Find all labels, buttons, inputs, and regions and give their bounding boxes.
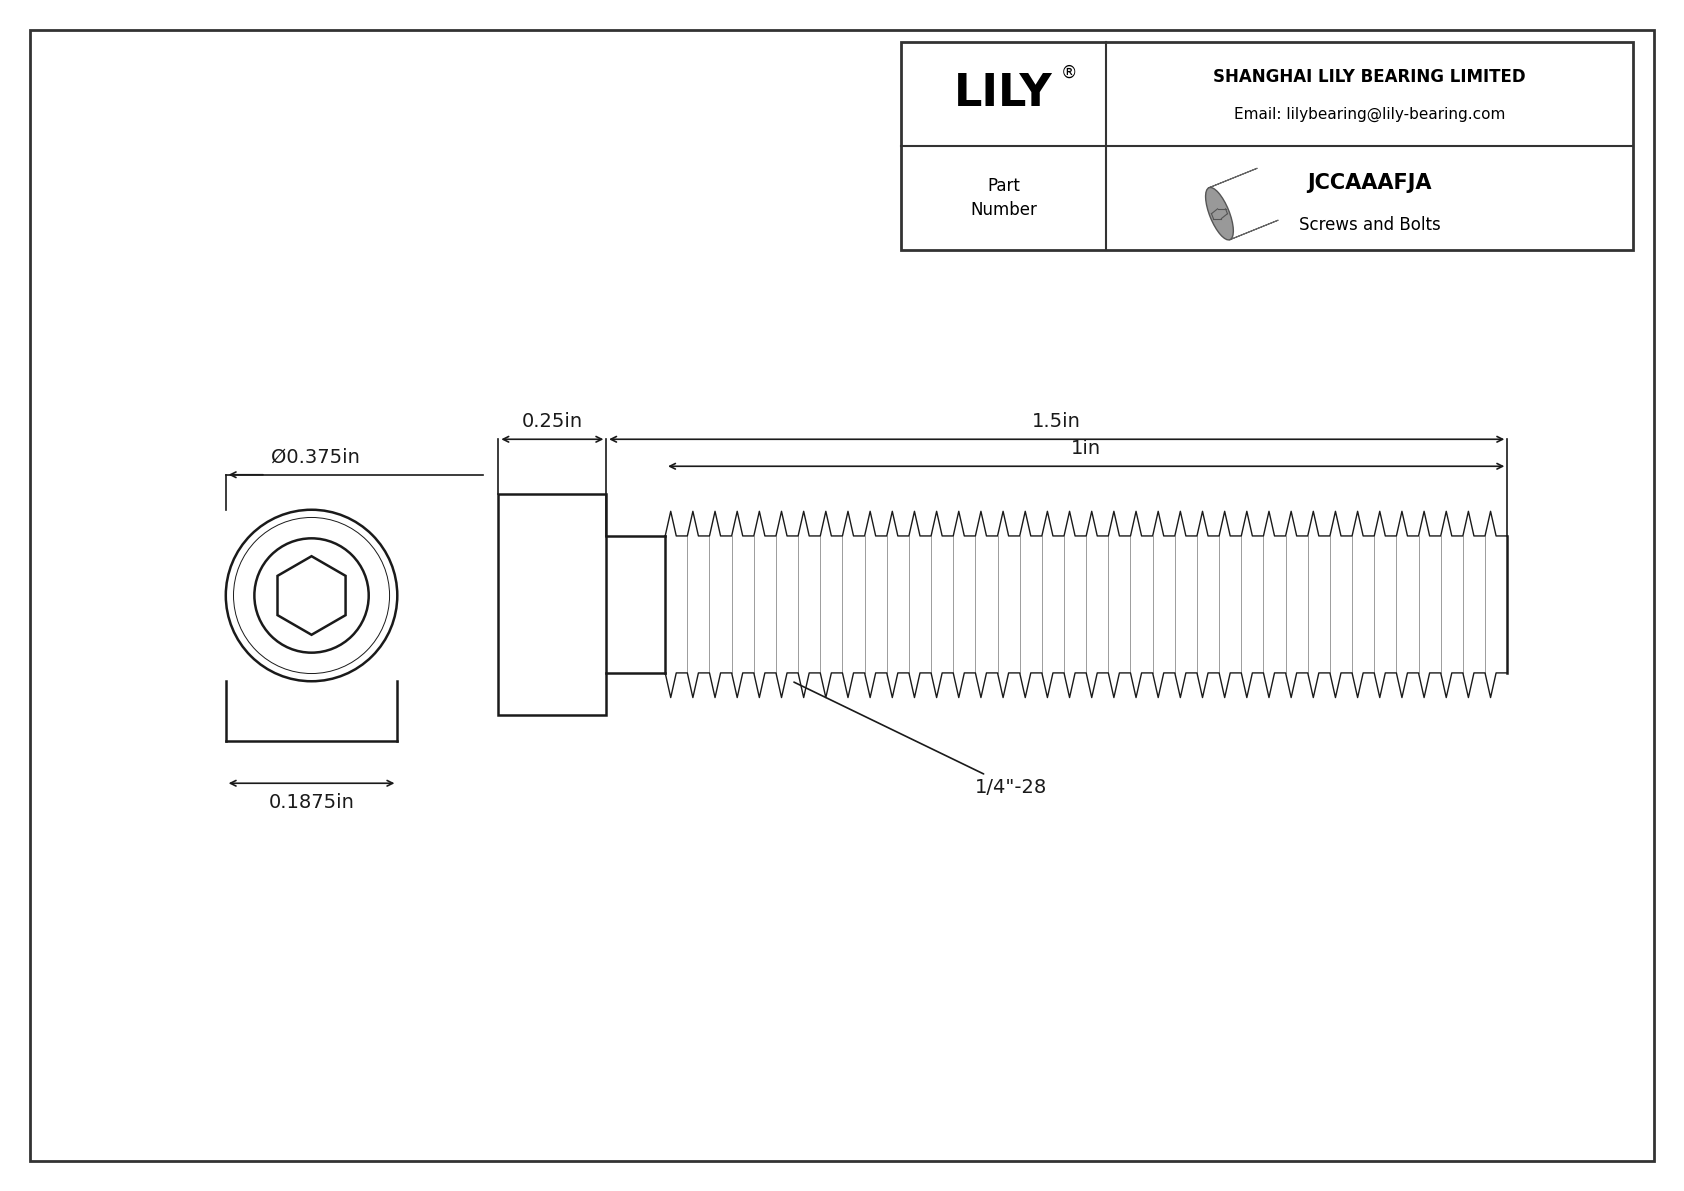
Text: Screws and Bolts: Screws and Bolts bbox=[1298, 216, 1440, 235]
Bar bbox=[498, 494, 606, 715]
Text: Ø0.375in: Ø0.375in bbox=[271, 448, 360, 467]
Polygon shape bbox=[1263, 113, 1462, 205]
Polygon shape bbox=[1209, 168, 1278, 239]
Text: Part
Number: Part Number bbox=[970, 177, 1037, 219]
Ellipse shape bbox=[1206, 187, 1233, 239]
Text: 1/4"-28: 1/4"-28 bbox=[793, 682, 1047, 797]
Text: 0.25in: 0.25in bbox=[522, 412, 583, 431]
Bar bbox=[901, 42, 1633, 250]
Text: JCCAAAFJA: JCCAAAFJA bbox=[1307, 174, 1431, 193]
Text: 0.1875in: 0.1875in bbox=[269, 793, 354, 812]
Text: LILY: LILY bbox=[955, 73, 1052, 116]
Text: 1.5in: 1.5in bbox=[1032, 412, 1081, 431]
Text: 1in: 1in bbox=[1071, 439, 1101, 459]
Text: Email: lilybearing@lily-bearing.com: Email: lilybearing@lily-bearing.com bbox=[1234, 107, 1505, 123]
Text: SHANGHAI LILY BEARING LIMITED: SHANGHAI LILY BEARING LIMITED bbox=[1214, 68, 1526, 86]
Text: ®: ® bbox=[1061, 64, 1078, 82]
